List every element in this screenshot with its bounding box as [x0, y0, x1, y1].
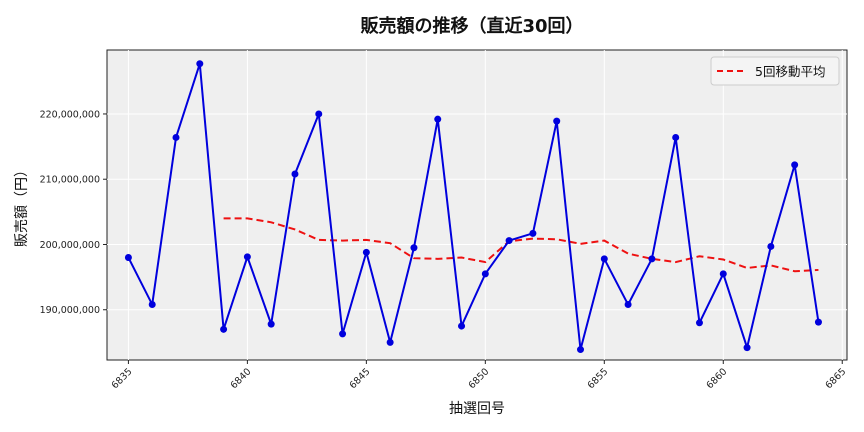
data-point-marker: [410, 244, 418, 252]
y-axis-ticks: 190,000,000 200,000,000 210,000,000 220,000…: [40, 109, 107, 316]
data-point-marker: [267, 320, 275, 328]
legend-box: [710, 56, 840, 86]
data-point-marker: [243, 253, 251, 261]
y-tick-label: 210,000,000: [40, 175, 100, 186]
data-point-marker: [339, 330, 347, 338]
data-point-marker: [434, 115, 442, 123]
data-point-marker: [743, 344, 751, 352]
x-tick-label: 6840: [229, 366, 254, 391]
data-point-marker: [577, 346, 585, 354]
data-point-marker: [362, 248, 370, 256]
data-point-marker: [505, 237, 513, 245]
data-point-marker: [386, 338, 394, 346]
data-point-marker: [624, 301, 632, 309]
data-point-marker: [695, 319, 703, 327]
x-tick-label: 6855: [586, 366, 611, 391]
data-point-marker: [124, 254, 132, 262]
x-tick-label: 6845: [348, 366, 373, 391]
data-point-marker: [196, 60, 204, 68]
data-point-marker: [719, 270, 727, 278]
data-point-marker: [529, 229, 537, 237]
x-tick-label: 6850: [467, 366, 492, 391]
data-point-marker: [172, 133, 180, 141]
data-point-marker: [291, 170, 299, 178]
x-tick-label: 6835: [110, 366, 135, 391]
data-point-marker: [315, 110, 323, 118]
moving-average-line: [223, 217, 819, 273]
chart-title: 販売額の推移（直近30回）: [360, 15, 583, 37]
y-tick-label: 220,000,000: [40, 109, 100, 120]
legend: 5回移動平均: [710, 56, 840, 86]
y-tick-label: 200,000,000: [40, 240, 100, 251]
x-tick-label: 6865: [823, 366, 848, 391]
sales-line: [127, 63, 820, 352]
data-series: [124, 60, 822, 354]
data-point-marker: [481, 270, 489, 278]
data-point-marker: [767, 242, 775, 250]
data-point-marker: [600, 255, 608, 263]
legend-label: 5回移動平均: [755, 64, 825, 79]
data-point-marker: [648, 255, 656, 263]
data-point-marker: [672, 133, 680, 141]
data-point-marker: [220, 325, 228, 333]
x-axis-label: 抽選回号: [449, 401, 505, 417]
x-tick-label: 6860: [705, 366, 730, 391]
data-point-marker: [148, 301, 156, 309]
y-axis-label: 販売額（円）: [14, 163, 30, 247]
data-point-marker: [458, 322, 466, 330]
data-point-marker: [791, 161, 799, 169]
data-point-marker: [553, 117, 561, 125]
x-axis-ticks: 6835 6840 6845 6850 6855 6860 6865: [110, 360, 848, 391]
y-tick-label: 190,000,000: [40, 305, 100, 316]
data-point-marker: [814, 318, 822, 326]
